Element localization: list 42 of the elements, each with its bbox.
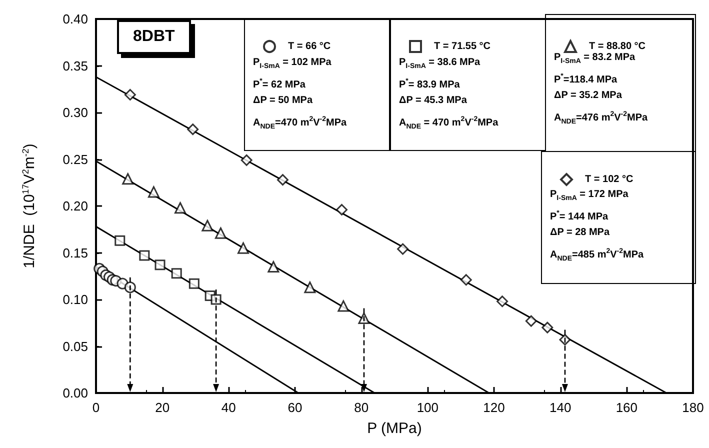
annotation: A$_{NDE}$ = 470 m$^{2}$V$^{-2}$MPa: [399, 115, 500, 130]
y-axis-title: 1/NDE (1017V2m-2): [20, 144, 38, 268]
annotation: ΔP = 45.3 MPa: [399, 94, 468, 108]
annotation: P$^{*}$=118.4 MPa: [554, 72, 618, 86]
y-tick-label: 0.40: [62, 12, 88, 26]
y-tick-label: 0.05: [62, 338, 88, 354]
annotation: P$_{I-SmA}$ = 83.2 MPa: [554, 51, 636, 67]
legend-label: T = 88.80 °C: [589, 41, 646, 52]
annotation: ΔP = 28 MPa: [550, 226, 611, 240]
x-tick-label: 160: [616, 400, 638, 415]
x-tick-label: 180: [682, 400, 704, 415]
annotation: ΔP = 35.2 MPa: [554, 89, 623, 103]
legend-label: T = 66 °C: [288, 41, 331, 52]
annotation: A$_{NDE}$=470 m$^{2}$V$^{-2}$MPa: [253, 115, 348, 130]
legend-label: T = 102 °C: [585, 174, 634, 185]
annotation: P$^{*}$= 144 MPa: [550, 209, 610, 223]
x-tick-label: 20: [155, 400, 170, 415]
annotation: A$_{NDE}$=485 m$^{2}$V$^{-2}$MPa: [550, 247, 645, 262]
annotation: ΔP = 50 MPa: [253, 94, 314, 108]
annotation: P$^{*}$= 62 MPa: [253, 77, 306, 91]
y-tick-label: 0.30: [62, 105, 88, 120]
y-tick-label: 0.00: [62, 386, 88, 400]
x-tick-label: 140: [549, 400, 572, 415]
x-tick-label: 80: [354, 400, 369, 415]
annotation: P$_{I-SmA}$ = 38.6 MPa: [399, 56, 482, 72]
y-tick-label: 0.15: [62, 245, 88, 260]
y-tick-label: 0.35: [62, 58, 88, 74]
x-tick-label: 60: [288, 400, 302, 415]
x-tick-label: 120: [483, 400, 505, 415]
x-tick-label: 0: [92, 400, 100, 415]
x-tick-label: 40: [221, 400, 236, 415]
y-tick-label: 0.20: [62, 198, 88, 214]
legend-label: T = 71.55 °C: [434, 41, 491, 52]
y-tick-label: 0.25: [62, 152, 88, 167]
annotation: A$_{NDE}$=476 m$^{2}$V$^{-2}$MPa: [554, 110, 649, 126]
annotation: P$_{I-SmA}$ = 172 MPa: [550, 188, 630, 204]
x-axis-title: P (MPa): [367, 420, 422, 437]
y-tick-label: 0.10: [62, 292, 88, 307]
annotation: P$_{I-SmA}$ = 102 MPa: [253, 56, 332, 72]
x-tick-label: 100: [416, 400, 439, 415]
annotation: P$^{*}$= 83.9 MPa: [399, 77, 461, 91]
text: 8DBT: [117, 20, 191, 54]
